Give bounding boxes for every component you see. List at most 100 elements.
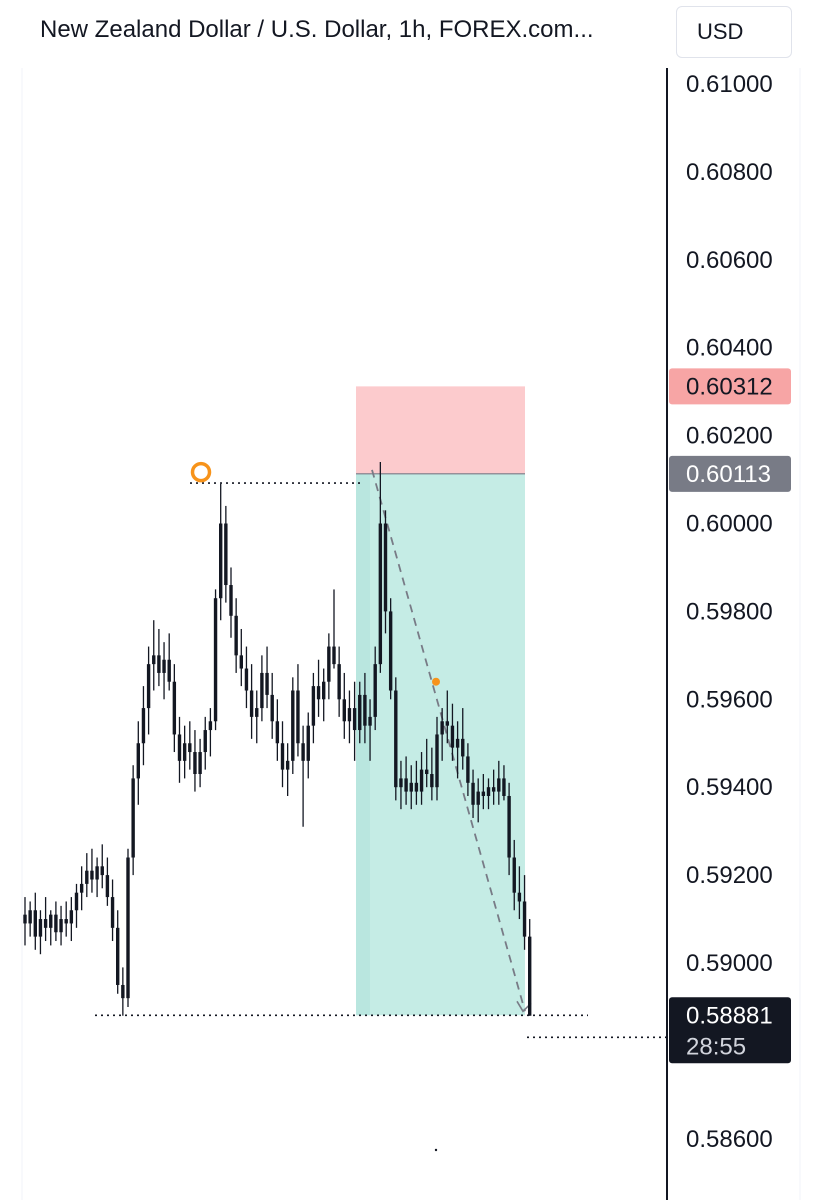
candle-body xyxy=(229,585,233,616)
candle xyxy=(193,730,197,792)
candle xyxy=(332,589,336,669)
candle-body xyxy=(33,910,37,937)
candle-body xyxy=(363,694,367,726)
candle-body xyxy=(368,716,372,726)
candle-body xyxy=(136,743,140,779)
candle-body xyxy=(38,919,43,937)
candle xyxy=(394,677,398,801)
candle xyxy=(440,708,444,761)
candle xyxy=(255,690,259,744)
candle-body xyxy=(466,756,470,783)
candle xyxy=(244,646,249,709)
candle-body xyxy=(476,791,480,805)
candle-body xyxy=(435,734,439,788)
candle-body xyxy=(64,919,68,924)
candle xyxy=(265,646,269,709)
candle xyxy=(121,967,125,1016)
candle-body xyxy=(43,919,48,928)
candle-body xyxy=(131,778,135,858)
y-tick-label: 0.59000 xyxy=(686,950,773,977)
candle xyxy=(522,875,527,950)
candle-body xyxy=(213,598,218,722)
candle xyxy=(141,686,146,766)
candle xyxy=(497,760,501,805)
candle xyxy=(368,699,372,761)
candle-body xyxy=(322,681,326,700)
candle xyxy=(337,646,341,717)
candle-body xyxy=(126,857,130,999)
candle-body xyxy=(296,690,300,744)
candle xyxy=(491,769,496,805)
candle-body xyxy=(157,655,161,673)
candle-body xyxy=(394,690,398,788)
candle xyxy=(352,681,357,761)
candle-body xyxy=(425,769,429,775)
candle-body xyxy=(301,743,305,761)
candle xyxy=(455,721,460,779)
y-tick-label: 0.61000 xyxy=(686,71,773,98)
bar-countdown: 28:55 xyxy=(686,1033,746,1060)
entry-bar-highlight xyxy=(356,473,370,1016)
candle xyxy=(110,879,115,942)
candle xyxy=(126,848,130,1007)
candle-body xyxy=(383,523,388,612)
candle-body xyxy=(100,866,104,876)
candle-body xyxy=(208,721,213,731)
candle-body xyxy=(152,655,156,665)
candle xyxy=(327,633,331,700)
y-tick-label: 0.58600 xyxy=(686,1126,773,1153)
candle-body xyxy=(239,655,243,669)
candle xyxy=(69,897,74,942)
candle xyxy=(224,505,228,603)
candle xyxy=(311,672,316,744)
candle-body xyxy=(327,646,331,682)
candle-body xyxy=(234,615,238,656)
candle xyxy=(100,844,104,889)
candle-body xyxy=(141,708,146,744)
candle-body xyxy=(193,752,197,775)
candle xyxy=(399,760,403,810)
candle xyxy=(502,765,506,801)
candle xyxy=(85,853,89,898)
candle xyxy=(450,703,455,761)
markers xyxy=(190,461,440,1152)
candle xyxy=(296,664,300,757)
candle xyxy=(229,567,233,638)
candle xyxy=(280,721,285,788)
candle xyxy=(136,721,140,805)
candle-body xyxy=(399,778,403,788)
candle-body xyxy=(358,694,362,731)
candle-body xyxy=(291,690,295,761)
candle xyxy=(486,778,491,810)
candle xyxy=(363,672,367,744)
candle xyxy=(162,642,166,700)
candle xyxy=(260,655,264,722)
candle-body xyxy=(177,734,182,761)
candle xyxy=(239,628,243,687)
candle xyxy=(285,743,290,796)
candle-body xyxy=(172,681,177,735)
candle xyxy=(378,461,383,673)
candle xyxy=(461,708,465,770)
candle-body xyxy=(481,791,486,796)
candle-body xyxy=(528,936,532,1016)
candle-body xyxy=(280,743,285,770)
candle-body xyxy=(445,721,449,726)
candle xyxy=(203,716,207,770)
stop-loss-zone xyxy=(356,386,525,474)
currency-button[interactable]: USD xyxy=(676,6,792,58)
candle-body xyxy=(342,699,346,722)
candle-body xyxy=(414,782,419,792)
candle-body xyxy=(95,866,99,880)
candle xyxy=(23,897,27,946)
candle-body xyxy=(347,708,352,722)
candle xyxy=(301,725,305,827)
stop-loss-badge: 0.60312 xyxy=(669,368,791,405)
candle-body xyxy=(497,778,501,792)
current-price-value: 0.58881 xyxy=(686,1002,773,1029)
candle-body xyxy=(74,892,79,911)
candle xyxy=(322,668,326,722)
candle-body xyxy=(440,721,444,735)
candle-body xyxy=(409,782,413,792)
